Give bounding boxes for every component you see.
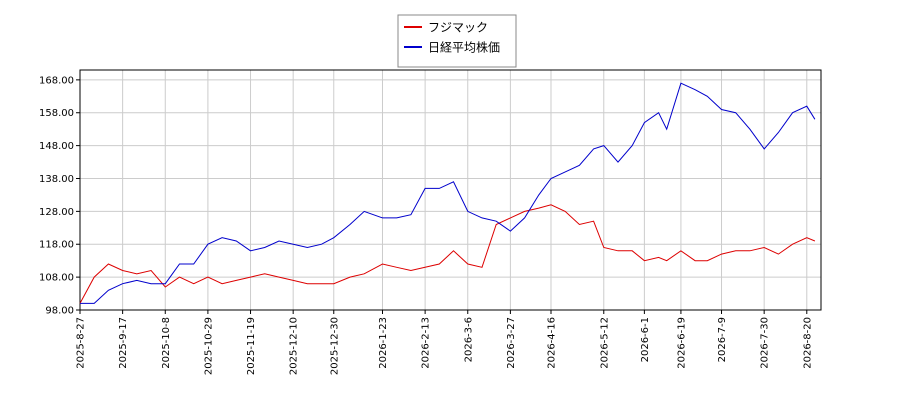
y-tick-label: 158.00: [39, 108, 74, 119]
y-tick-label: 98.00: [45, 306, 74, 317]
legend-label: 日経平均株価: [428, 40, 500, 55]
y-tick-label: 148.00: [39, 141, 74, 152]
x-tick-label: 2026-6-19: [676, 317, 687, 369]
x-tick-label: 2026-5-12: [599, 317, 610, 369]
y-tick-label: 138.00: [39, 174, 74, 185]
x-tick-label: 2026-3-6: [463, 317, 474, 362]
x-tick-label: 2026-1-23: [378, 317, 389, 369]
x-tick-label: 2025-12-10: [289, 317, 300, 375]
series-line: [80, 82, 816, 304]
x-tick-label: 2026-3-27: [506, 317, 517, 369]
x-tick-label: 2026-4-16: [546, 317, 557, 369]
x-tick-label: 2025-9-17: [118, 317, 129, 369]
x-tick-label: 2025-11-19: [246, 317, 257, 375]
x-tick-label: 2026-6-1: [640, 317, 651, 362]
x-tick-label: 2026-8-20: [802, 317, 813, 369]
x-tick-label: 2026-7-9: [717, 317, 728, 362]
y-tick-label: 118.00: [39, 240, 74, 251]
x-tick-label: 2026-7-30: [760, 317, 771, 369]
legend-box: [397, 14, 517, 68]
plot-frame: [79, 69, 822, 311]
x-tick-label: 2025-10-29: [203, 317, 214, 375]
y-tick-label: 108.00: [39, 273, 74, 284]
y-tick-label: 128.00: [39, 207, 74, 218]
x-tick-label: 2025-10-8: [161, 317, 172, 369]
y-tick-label: 168.00: [39, 75, 74, 86]
x-tick-label: 2026-2-13: [421, 317, 432, 369]
x-tick-label: 2025-8-27: [76, 317, 87, 369]
legend-label: フジマック: [428, 21, 488, 35]
series-line: [79, 204, 816, 304]
x-tick-label: 2025-12-30: [329, 317, 340, 375]
